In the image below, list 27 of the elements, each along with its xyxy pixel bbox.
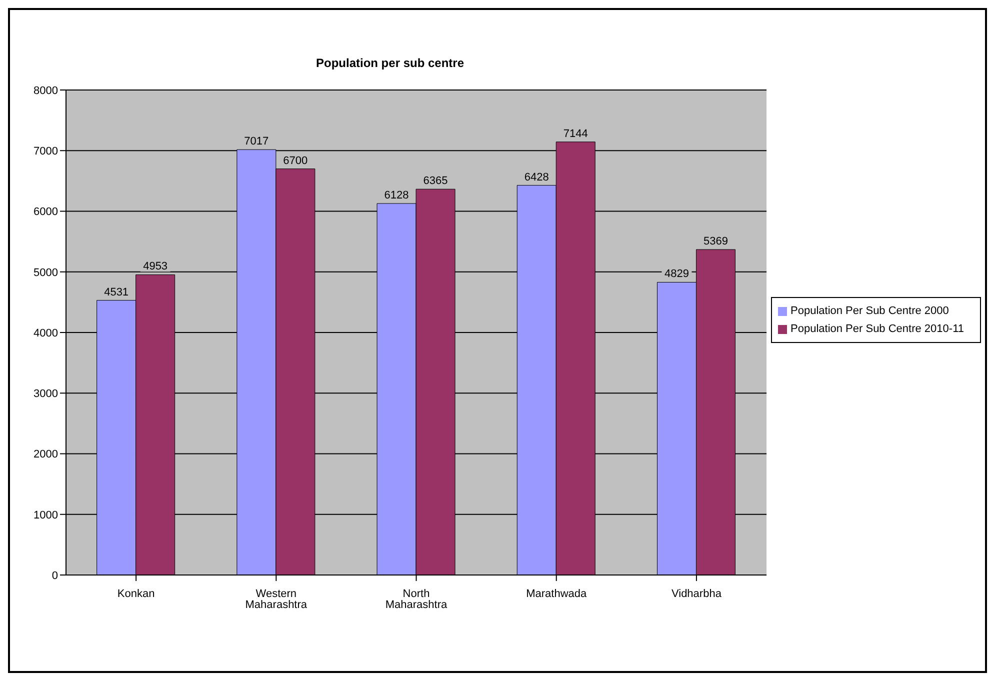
data-label: 4953 [143,260,168,273]
data-label: 6128 [384,189,409,202]
data-label: 7144 [563,128,588,140]
data-label: 6428 [524,171,549,184]
y-tick-label: 3000 [34,388,58,400]
x-tick-label: Western Maharashtra [245,588,308,611]
data-label: 4531 [104,286,129,298]
legend-label: Population Per Sub Centre 2010-11 [790,323,964,335]
data-label: 6365 [423,175,448,188]
legend-label: Population Per Sub Centre 2000 [790,305,949,317]
y-tick-label: 7000 [34,146,58,158]
x-tick-label: Marathwada [526,588,588,600]
y-tick-label: 0 [52,570,58,582]
data-label: 6700 [283,154,308,167]
data-label: 4829 [664,268,689,280]
y-tick-label: 1000 [34,509,58,522]
x-tick-label: North Maharashtra [385,588,448,611]
y-tick-label: 2000 [34,448,58,461]
y-tick-label: 8000 [34,84,58,97]
x-tick-label: Konkan [117,588,155,600]
data-label: 7017 [244,136,269,148]
x-tick-label: Vidharbha [671,588,722,600]
y-tick-label: 5000 [34,266,58,279]
y-tick-label: 4000 [34,327,58,340]
chart-title: Population per sub centre [314,56,466,70]
y-tick-label: 6000 [34,206,58,218]
data-label: 5369 [703,236,728,248]
